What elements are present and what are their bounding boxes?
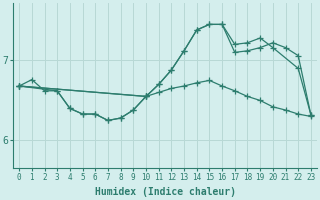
X-axis label: Humidex (Indice chaleur): Humidex (Indice chaleur) [94,187,236,197]
